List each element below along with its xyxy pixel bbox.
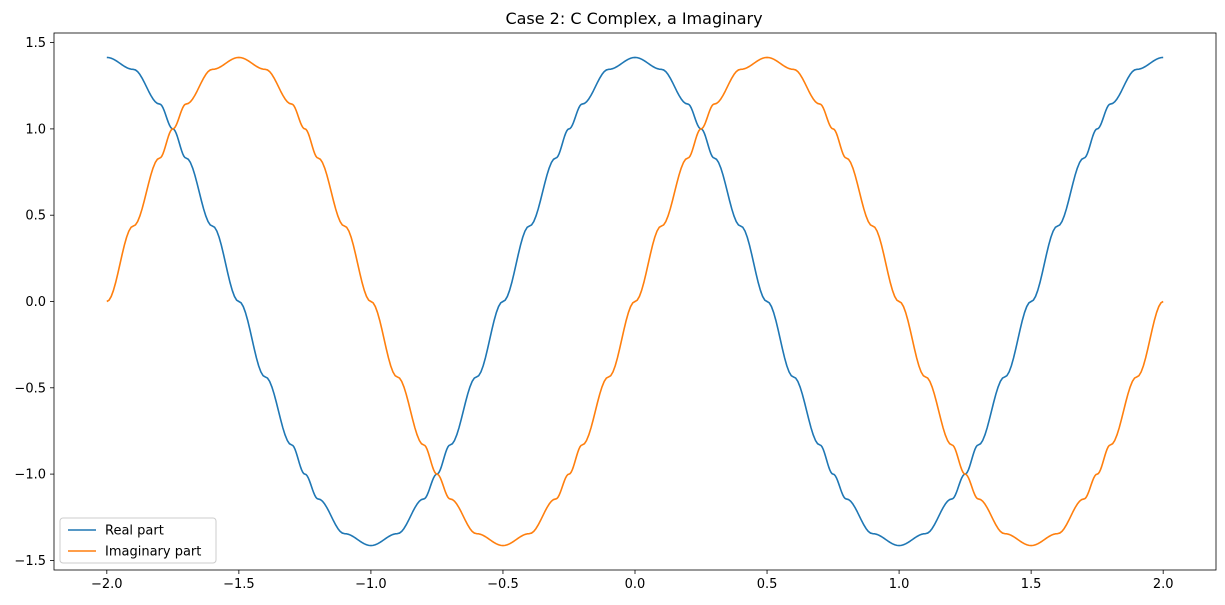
x-tick-label: 1.0 [889, 577, 910, 592]
series-line-2 [106, 56, 1164, 547]
x-axis: −2.0 −1.5 −1.0 −0.5 0.0 0.5 1.0 1.5 2.0 [91, 570, 1174, 592]
y-tick-label: 0.5 [25, 209, 46, 224]
y-tick-label: −0.5 [14, 381, 46, 396]
y-tick-label: 1.0 [25, 122, 46, 137]
legend-box [59, 517, 217, 564]
legend-label: Real part [105, 524, 164, 539]
y-tick-label: −1.5 [14, 554, 46, 569]
series-line-1 [106, 56, 1164, 547]
x-tick-label: 1.5 [1021, 577, 1042, 592]
x-tick-label: −1.5 [223, 577, 255, 592]
y-tick-label: 0.0 [25, 295, 46, 310]
series-layer [106, 56, 1164, 547]
legend: Real part Imaginary part [59, 517, 217, 564]
x-tick-label: −2.0 [91, 577, 123, 592]
x-tick-label: −1.0 [355, 577, 387, 592]
x-tick-label: 0.0 [625, 577, 646, 592]
legend-label: Imaginary part [105, 545, 201, 560]
x-tick-label: 2.0 [1153, 577, 1174, 592]
y-tick-label: 1.5 [25, 36, 46, 51]
y-tick-label: −1.0 [14, 468, 46, 483]
chart-title: Case 2: C Complex, a Imaginary [505, 9, 762, 28]
x-tick-label: 0.5 [757, 577, 778, 592]
x-tick-label: −0.5 [487, 577, 519, 592]
y-axis: 1.5 1.0 0.5 0.0 −0.5 −1.0 −1.5 [14, 36, 54, 569]
